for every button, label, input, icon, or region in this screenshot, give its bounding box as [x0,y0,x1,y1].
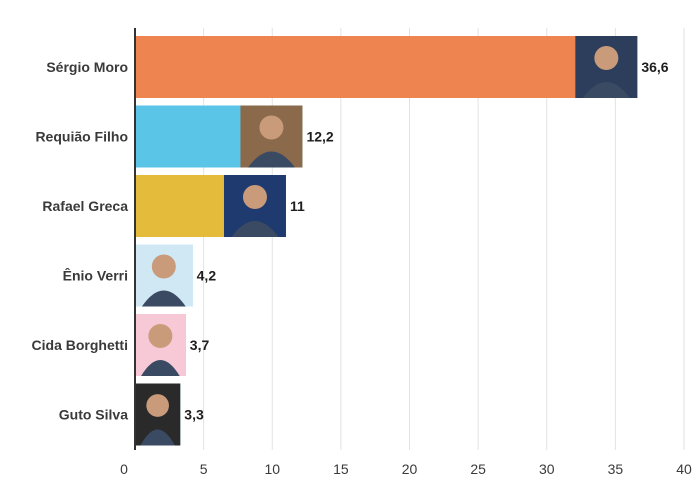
photo-shoulders [247,151,296,168]
x-tick-label: 25 [470,461,486,477]
bar [135,36,638,98]
value-label: 4,2 [197,268,217,284]
value-label: 11 [290,198,305,214]
category-label: Guto Silva [59,407,128,423]
photo-shoulders [231,221,279,237]
photo-head [151,254,176,279]
category-label: Cida Borghetti [32,337,128,353]
category-label: Ênio Verri [63,267,128,284]
x-tick-label: 5 [200,461,208,477]
photo-shoulders [582,82,630,98]
x-tick-label: 35 [608,461,624,477]
candidate-photo [575,36,638,98]
category-labels: Sérgio Moro Requião Filho Rafael Greca Ênio… [32,59,129,423]
photo-head [148,324,173,348]
photo-head [242,185,267,209]
x-tick-label: 30 [539,461,555,477]
x-tick-label: 20 [402,461,418,477]
category-label: Rafael Greca [42,198,128,214]
x-tick-label: 10 [264,461,280,477]
category-label: Requião Filho [35,129,128,145]
bars: 36,6 12,2 11 4,2 3,7 3,3 [135,36,669,446]
x-tick-label: 0 [120,461,128,477]
candidate-photo [135,383,181,446]
x-axis-ticks: 0 5 10 15 20 25 30 35 40 [120,461,692,477]
value-label: 36,6 [641,59,668,75]
photo-head [594,46,619,70]
photo-head [259,115,284,140]
candidate-photo [135,244,193,307]
value-label: 12,2 [306,129,333,145]
photo-shoulders [141,290,186,307]
x-tick-label: 40 [676,461,692,477]
candidate-photo [240,105,303,168]
x-tick-label: 15 [333,461,349,477]
photo-shoulders [141,360,180,376]
category-label: Sérgio Moro [46,59,128,75]
candidate-photo [135,314,186,376]
value-label: 3,3 [184,407,204,423]
candidate-photo [223,175,286,237]
grid-lines [203,28,685,450]
value-label: 3,7 [190,337,210,353]
photo-shoulders [140,429,175,446]
photo-head [146,394,169,417]
